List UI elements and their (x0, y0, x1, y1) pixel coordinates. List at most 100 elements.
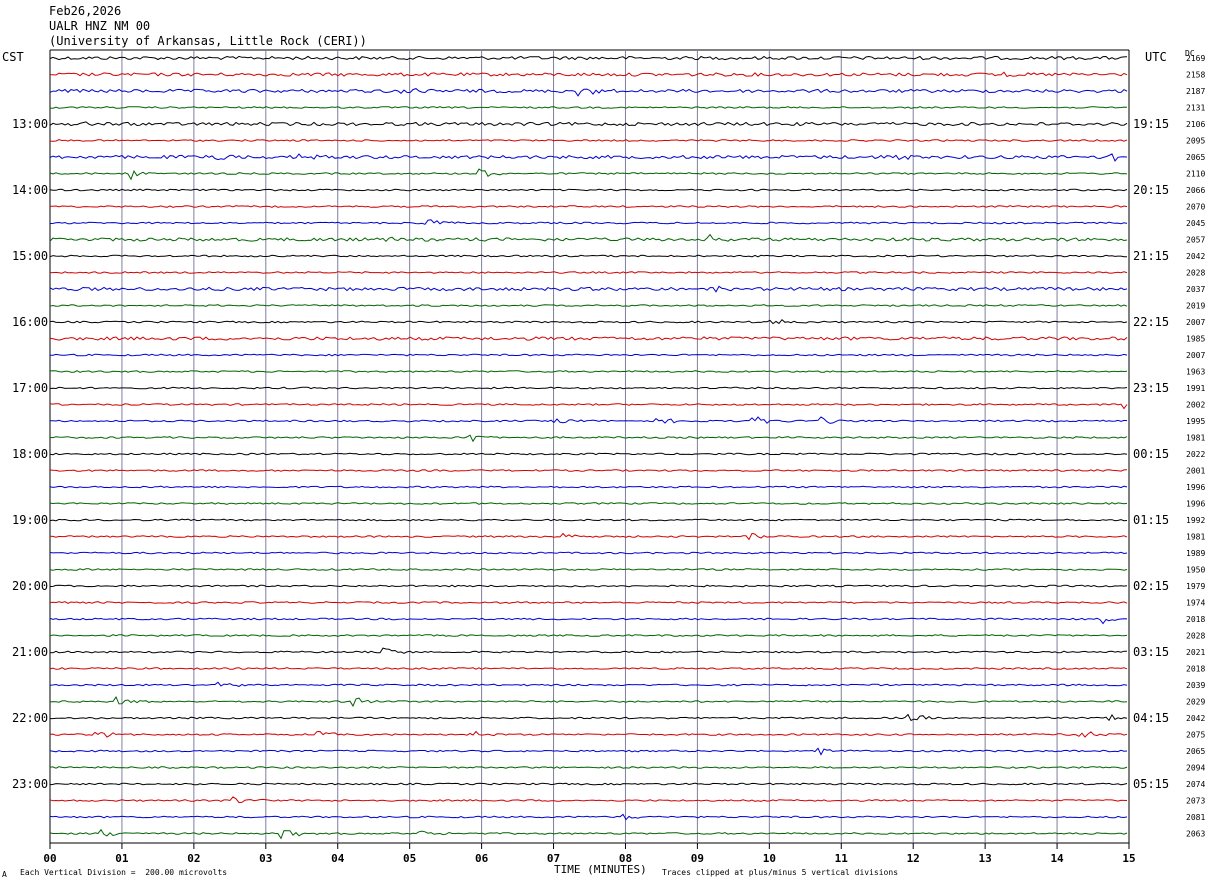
trace-line (49, 55, 1128, 61)
trace-line (49, 485, 1128, 489)
header-institution: (University of Arkansas, Little Rock (CE… (49, 34, 367, 48)
dc-offset-label: 2110 (1186, 170, 1205, 179)
dc-offset-label: 2081 (1186, 813, 1205, 822)
trace-line (49, 121, 1128, 127)
trace-line (50, 353, 1128, 357)
trace-line (49, 634, 1128, 637)
trace-line (49, 188, 1128, 192)
trace-line (49, 139, 1128, 142)
x-tick-label: 02 (187, 852, 200, 865)
dc-offset-label: 1979 (1186, 582, 1205, 591)
dc-offset-label: 2021 (1186, 648, 1205, 657)
x-tick-label: 14 (1050, 852, 1064, 865)
trace-line (49, 695, 1128, 708)
trace-line (49, 168, 1128, 181)
labels: 00 01 02 03 04 05 06 07 08 09 10 11 12 13 14 15 2169 2158… (12, 54, 1205, 865)
trace-line (49, 568, 1128, 571)
trace-line (49, 205, 1128, 208)
dc-offset-label: 2045 (1186, 219, 1205, 228)
trace-line (49, 434, 1128, 443)
dc-offset-label: 2131 (1186, 104, 1205, 113)
x-tick-label: 05 (403, 852, 416, 865)
dc-offset-label: 1963 (1186, 368, 1205, 377)
trace-line (49, 336, 1128, 341)
right-hour-label: 00:15 (1133, 447, 1169, 461)
dc-offset-label: 2070 (1186, 203, 1205, 212)
x-axis-title: TIME (MINUTES) (554, 863, 647, 876)
right-hour-label: 04:15 (1133, 711, 1169, 725)
left-hour-label: 18:00 (12, 447, 48, 461)
left-hour-label: 19:00 (12, 513, 48, 527)
dc-offset-label: 1950 (1186, 566, 1205, 575)
dc-offset-label: 2169 (1186, 54, 1205, 63)
trace-line (49, 452, 1128, 456)
left-hour-label: 23:00 (12, 777, 48, 791)
dc-offset-label: 1985 (1186, 335, 1205, 344)
trace-line (49, 518, 1128, 522)
dc-offset-label: 2028 (1186, 269, 1205, 278)
trace-line (49, 469, 1128, 472)
dc-offset-label: 2066 (1186, 186, 1205, 195)
dc-offset-label: 2001 (1186, 467, 1205, 476)
dc-offset-label: 1974 (1186, 599, 1205, 608)
left-timezone-label: CST (2, 50, 24, 64)
trace-line (49, 304, 1128, 307)
right-hour-label: 21:15 (1133, 249, 1169, 263)
trace-line (49, 747, 1128, 756)
dc-column-label: DC (1185, 49, 1195, 58)
trace-line (49, 551, 1128, 555)
x-tick-label: 13 (979, 852, 992, 865)
trace-line (49, 601, 1128, 604)
dc-offset-label: 2007 (1186, 351, 1205, 360)
dc-offset-label: 2095 (1186, 137, 1205, 146)
trace-line (49, 153, 1128, 162)
trace-line (49, 370, 1128, 373)
traces (49, 55, 1128, 840)
trace-line (49, 254, 1127, 258)
trace-line (49, 106, 1128, 109)
x-tick-label: 15 (1122, 852, 1135, 865)
dc-offset-label: 2018 (1186, 665, 1205, 674)
dc-offset-label: 1996 (1186, 500, 1205, 509)
dc-offset-label: 2002 (1186, 401, 1205, 410)
clip-note: Traces clipped at plus/minus 5 vertical … (662, 868, 899, 877)
scale-note: Each Vertical Division = 200.00 microvol… (20, 868, 228, 877)
x-tick-label: 11 (835, 852, 849, 865)
right-hour-label: 01:15 (1133, 513, 1169, 527)
trace-line (49, 416, 1128, 424)
trace-line (49, 285, 1128, 293)
trace-line (49, 532, 1128, 541)
right-hour-label: 22:15 (1133, 315, 1169, 329)
right-hour-label: 19:15 (1133, 117, 1169, 131)
right-timezone-label: UTC (1145, 50, 1167, 64)
header-date: Feb26,2026 (49, 4, 122, 18)
x-tick-label: 00 (43, 852, 56, 865)
x-tick-label: 08 (619, 852, 632, 865)
trace-line (49, 233, 1128, 243)
dc-offset-label: 2018 (1186, 615, 1205, 624)
right-hour-label: 23:15 (1133, 381, 1169, 395)
trace-line (49, 766, 1128, 769)
x-tick-label: 03 (259, 852, 272, 865)
dc-offset-label: 2187 (1186, 87, 1205, 96)
trace-line (49, 796, 1128, 804)
trace-line (49, 730, 1128, 738)
trace-line (49, 828, 1128, 840)
left-hour-label: 13:00 (12, 117, 48, 131)
left-hour-label: 14:00 (12, 183, 48, 197)
trace-line (49, 813, 1128, 821)
grid (49, 49, 1130, 849)
trace-line (49, 681, 1128, 687)
trace-line (49, 318, 1128, 325)
dc-offset-label: 2106 (1186, 120, 1205, 129)
right-hour-label: 03:15 (1133, 645, 1169, 659)
dc-offset-label: 2063 (1186, 830, 1205, 839)
trace-line (49, 386, 1128, 390)
dc-offset-label: 2074 (1186, 780, 1205, 789)
x-tick-label: 01 (115, 852, 129, 865)
dc-offset-label: 2022 (1186, 450, 1205, 459)
trace-line (49, 219, 1128, 225)
dc-offset-label: 2028 (1186, 632, 1205, 641)
dc-offset-label: 2029 (1186, 698, 1205, 707)
